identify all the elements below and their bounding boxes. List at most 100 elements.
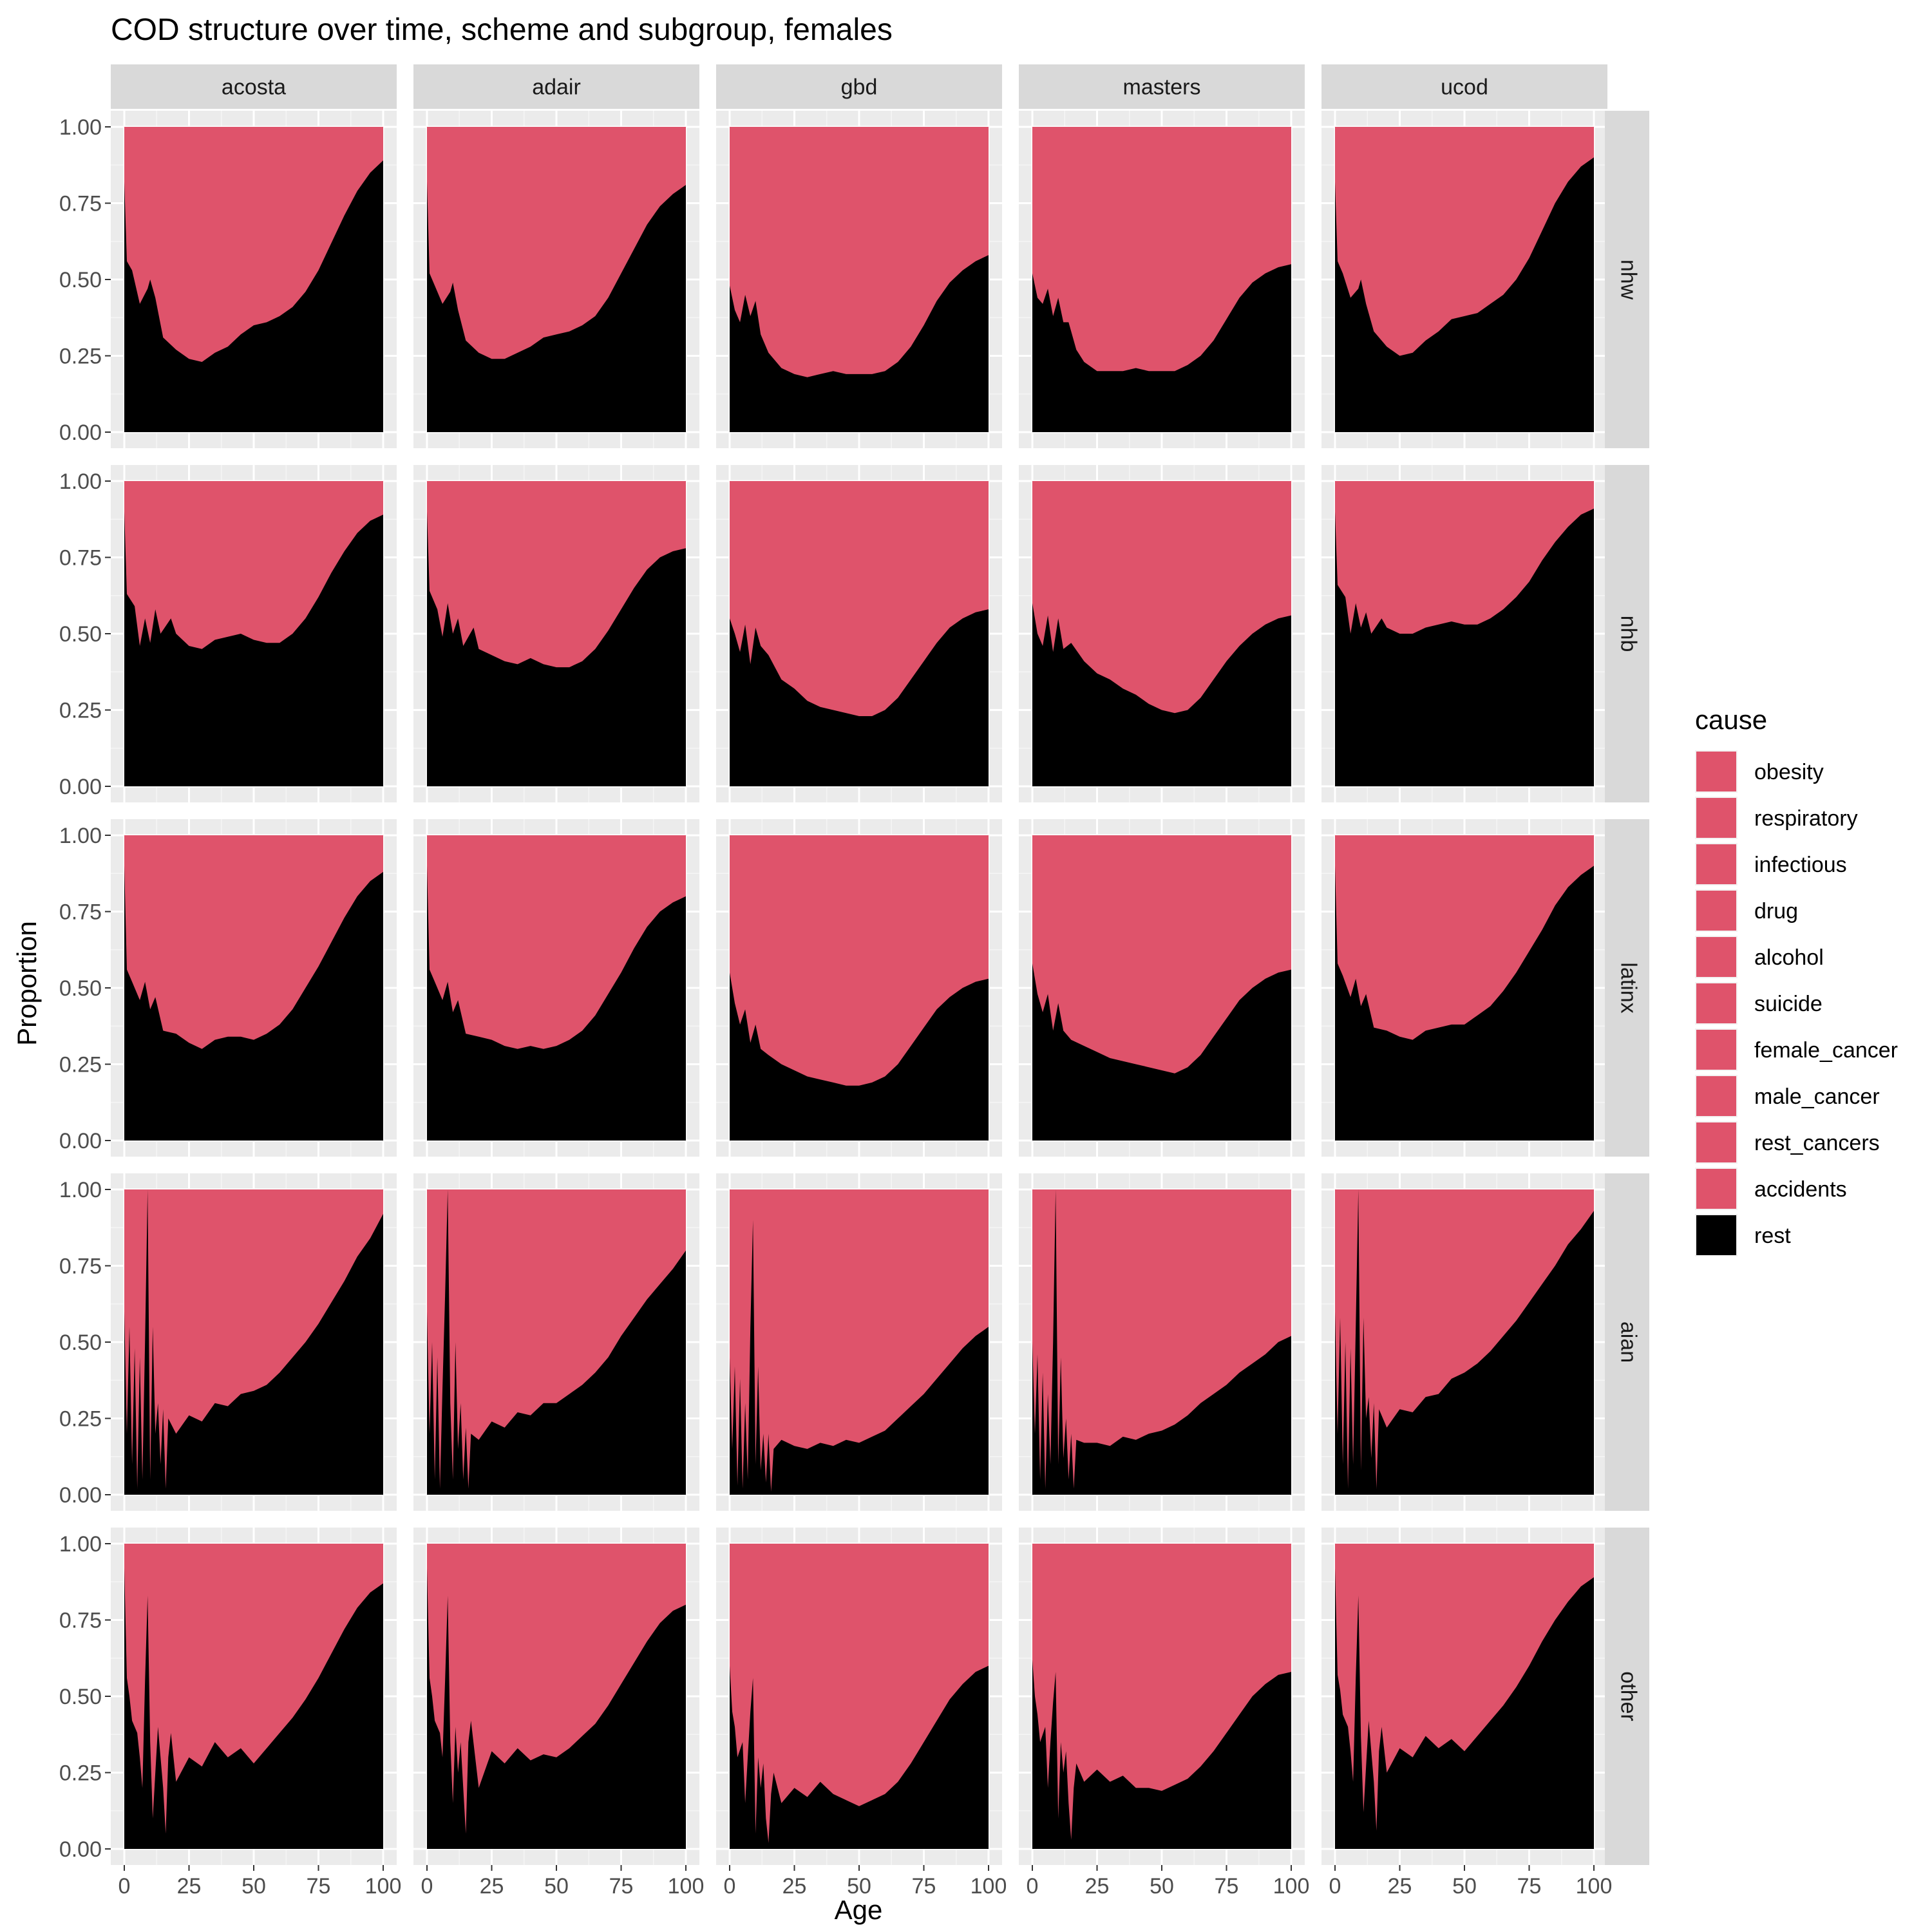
panel-nhb-masters (1019, 465, 1305, 802)
panel-aian-acosta (111, 1173, 397, 1511)
legend-swatch (1696, 891, 1736, 931)
panel-latinx-acosta (111, 819, 397, 1157)
legend-label: rest (1754, 1224, 1791, 1248)
legend-label: male_cancer (1754, 1084, 1880, 1109)
panel-nhb-gbd (716, 465, 1002, 802)
x-tick-label: 25 (1388, 1874, 1412, 1899)
x-tick-label: 0 (421, 1874, 433, 1899)
column-strips: acosta adair gbd masters ucod (111, 64, 1607, 109)
x-tick-label: 100 (365, 1874, 402, 1899)
area-rest (1335, 866, 1594, 1141)
legend-label: rest_cancers (1754, 1131, 1880, 1155)
area-rest (427, 866, 686, 1141)
strip-label-adair: adair (532, 75, 581, 100)
strip-nhb (1605, 465, 1649, 802)
legend-item-accidents: accidents (1695, 1168, 1847, 1210)
panel-aian-adair (413, 1173, 699, 1511)
legend-swatch (1696, 1076, 1736, 1116)
legend-items: obesity respiratory infectious drug alcohol s… (1695, 750, 1898, 1256)
area-rest (427, 182, 686, 432)
y-tick-label: 0.00 (59, 1837, 102, 1862)
panel-aian-masters (1019, 1173, 1305, 1511)
y-tick-label: 0.75 (59, 546, 102, 571)
legend-item-alcohol: alcohol (1695, 936, 1824, 978)
x-tick-label: 0 (724, 1874, 736, 1899)
y-axis-title: Proportion (12, 921, 42, 1046)
panel-nhb-adair (413, 465, 699, 802)
legend-label: female_cancer (1754, 1038, 1898, 1063)
x-tick-label: 25 (1085, 1874, 1110, 1899)
legend-swatch (1696, 1215, 1736, 1255)
legend-swatch (1696, 1169, 1736, 1209)
legend-item-female_cancer: female_cancer (1695, 1028, 1898, 1071)
area-rest (124, 511, 383, 786)
legend: cause obesity respiratory infectious drug al… (1695, 705, 1898, 1256)
y-tick-label: 0.50 (59, 976, 102, 1001)
x-axis-title: Age (835, 1895, 883, 1925)
legend-item-infectious: infectious (1695, 843, 1847, 886)
y-tick-label: 0.00 (59, 775, 102, 799)
y-tick-label: 0.00 (59, 1129, 102, 1153)
chart-title: COD structure over time, scheme and subg… (111, 13, 893, 47)
y-tick-label: 0.25 (59, 345, 102, 369)
legend-label: respiratory (1754, 806, 1858, 831)
strip-label-gbd: gbd (841, 75, 878, 100)
legend-item-respiratory: respiratory (1695, 797, 1858, 839)
x-tick-label: 50 (1150, 1874, 1174, 1899)
x-tick-label: 75 (1517, 1874, 1542, 1899)
y-tick-label: 0.25 (59, 1761, 102, 1786)
y-tick-label: 0.25 (59, 1053, 102, 1077)
panel-nhw-masters (1019, 111, 1305, 448)
x-tick-label: 100 (668, 1874, 705, 1899)
x-tick-label: 50 (847, 1874, 871, 1899)
y-tick-label: 0.75 (59, 192, 102, 216)
x-tick-label: 0 (118, 1874, 131, 1899)
legend-label: accidents (1754, 1177, 1847, 1202)
area-rest (730, 1665, 989, 1849)
area-rest (1335, 508, 1594, 786)
strip-acosta (111, 64, 397, 109)
area-rest (730, 255, 989, 432)
x-tick-label: 100 (971, 1874, 1007, 1899)
y-tick-label: 0.00 (59, 421, 102, 445)
x-axes: 0 25 50 75 100 0 25 50 75 100 0 25 50 75 100 0 25 50 75 100… (118, 1865, 1612, 1899)
area-rest (427, 511, 686, 786)
y-tick-label: 0.50 (59, 1331, 102, 1355)
y-tick-label: 1.00 (59, 824, 102, 848)
strip-label-masters: masters (1123, 75, 1201, 100)
legend-label: alcohol (1754, 945, 1824, 970)
legend-item-rest: rest (1695, 1214, 1791, 1256)
strip-label-nhw: nhw (1616, 260, 1641, 300)
strip-other (1605, 1528, 1649, 1865)
strip-gbd (716, 64, 1002, 109)
panel-nhw-gbd (716, 111, 1002, 448)
strip-label-other: other (1616, 1671, 1641, 1721)
strip-label-latinx: latinx (1616, 962, 1641, 1013)
row-strips: nhw nhb latinx aian other (1605, 111, 1649, 1865)
legend-item-male_cancer: male_cancer (1695, 1075, 1880, 1117)
strip-label-aian: aian (1616, 1321, 1641, 1363)
area-rest (1032, 963, 1291, 1141)
legend-title: cause (1695, 705, 1767, 735)
panel-other-gbd (716, 1528, 1002, 1865)
legend-item-obesity: obesity (1695, 750, 1824, 793)
y-tick-label: 0.50 (59, 268, 102, 292)
area-rest (427, 1189, 686, 1495)
area-rest (124, 1189, 383, 1495)
panel-nhw-acosta (111, 111, 397, 448)
area-rest (730, 1220, 989, 1495)
legend-label: suicide (1754, 992, 1823, 1016)
strip-adair (413, 64, 699, 109)
legend-swatch (1696, 937, 1736, 977)
x-tick-label: 25 (480, 1874, 504, 1899)
y-tick-label: 1.00 (59, 469, 102, 494)
area-rest (1335, 1189, 1594, 1495)
area-rest (1335, 157, 1594, 432)
panel-nhb-acosta (111, 465, 397, 802)
legend-label: drug (1754, 899, 1798, 923)
area-rest (1032, 1660, 1291, 1849)
strip-label-nhb: nhb (1616, 616, 1641, 652)
x-tick-label: 0 (1329, 1874, 1341, 1899)
panel-latinx-masters (1019, 819, 1305, 1157)
area-rest (124, 1567, 383, 1849)
